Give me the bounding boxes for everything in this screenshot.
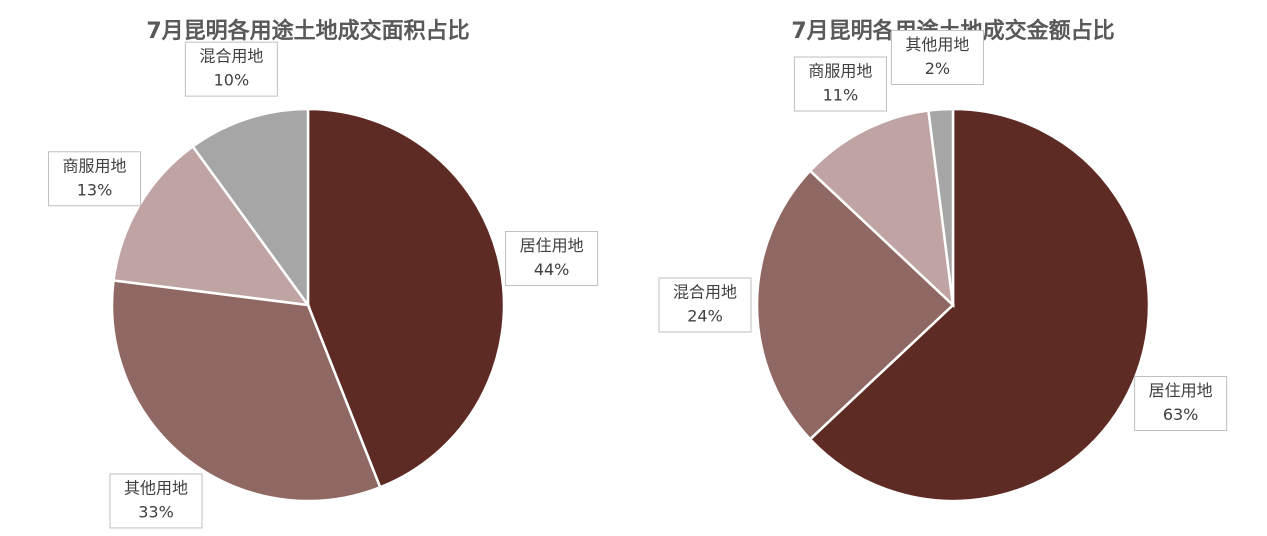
data-label: 13%	[77, 180, 113, 199]
data-label-box	[505, 231, 599, 287]
pie-slice	[808, 107, 1151, 503]
category-label: 其他用地	[905, 35, 969, 54]
pie-slice	[110, 279, 382, 503]
data-label: 63%	[1163, 405, 1199, 424]
data-label-box	[793, 56, 887, 112]
data-label-box	[109, 473, 203, 529]
category-label: 居住用地	[520, 236, 584, 255]
data-label: 11%	[823, 86, 859, 105]
data-label: 10%	[214, 71, 250, 90]
data-label: 2%	[925, 59, 950, 78]
data-label: 44%	[534, 260, 570, 279]
pie-slice	[808, 109, 955, 309]
data-label-box	[48, 151, 142, 207]
category-label: 商服用地	[808, 62, 872, 81]
category-label: 其他用地	[124, 478, 188, 497]
category-label: 混合用地	[199, 47, 263, 66]
category-label: 居住用地	[1149, 381, 1213, 400]
category-label: 商服用地	[63, 156, 127, 175]
data-label-box	[658, 277, 752, 333]
data-label-box	[184, 41, 278, 97]
data-label: 33%	[138, 502, 174, 521]
chart-title: 7月昆明各用途土地成交面积占比	[146, 18, 469, 44]
data-label-box	[1134, 375, 1228, 431]
pie-slice	[755, 169, 955, 441]
pie-slice	[927, 107, 955, 306]
pie-slice	[306, 107, 506, 489]
data-label: 24%	[687, 307, 723, 326]
category-label: 混合用地	[673, 283, 737, 302]
data-label-box	[890, 29, 984, 85]
pie-slice	[191, 107, 310, 309]
